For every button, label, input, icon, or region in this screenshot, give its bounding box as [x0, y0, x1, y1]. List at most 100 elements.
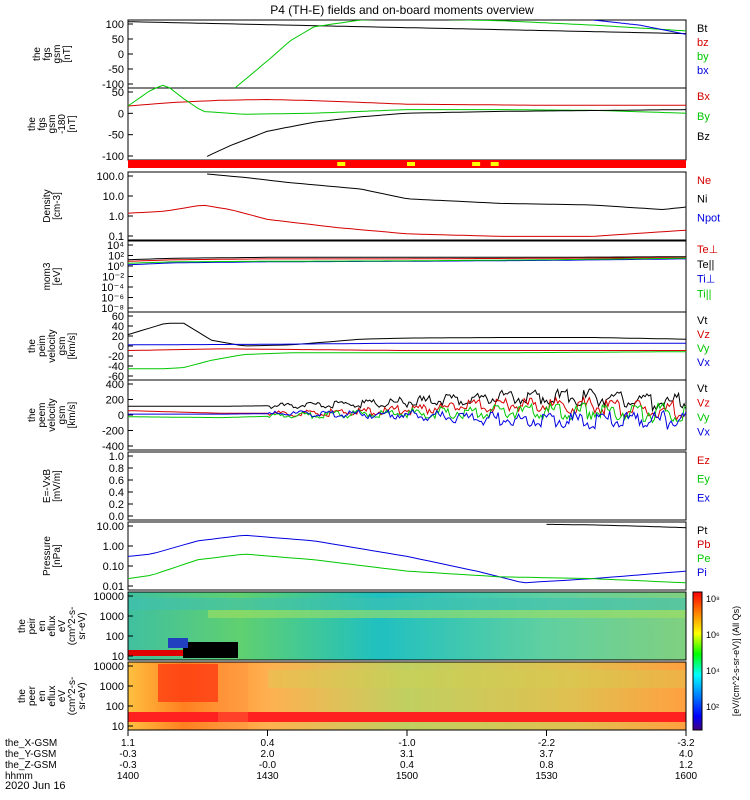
ytick-label: 10²	[108, 251, 124, 263]
fgs-frame	[127, 19, 687, 89]
legend-ne: Ne	[697, 175, 711, 187]
panel-density: 100.0 10.0 1.0 0.1 Density [cm-3] Ne Ni Npot	[42, 171, 720, 243]
legend-bx: Bx	[697, 91, 710, 103]
xaxis-value: 1.2	[679, 760, 693, 771]
series-density-ne	[128, 204, 686, 237]
ylabel: [nPa]	[52, 544, 63, 568]
ylabel: the	[27, 408, 38, 422]
ytick-label: 40	[112, 321, 124, 333]
legend-npot: Npot	[697, 212, 720, 224]
ytick-label: 100	[106, 701, 124, 713]
ylabel: eV	[57, 690, 68, 703]
peer-low-energy-band	[128, 712, 686, 722]
xaxis-value: -0.3	[119, 749, 137, 760]
series-temp-te||	[128, 256, 686, 261]
legend-pi: Pi	[697, 567, 707, 579]
temp-frame	[127, 240, 687, 313]
panel-fgs180: 50 0 -50 -100 the fgs gsm -180 [nT] Bx By Bz	[27, 87, 710, 163]
xaxis-value: 1430	[256, 771, 279, 782]
ylabel: gsm	[57, 337, 68, 356]
peirv-frame	[127, 311, 687, 381]
ylabel: the	[32, 47, 43, 61]
series-fgs-bx	[592, 20, 686, 35]
ytick-label: 100.0	[96, 171, 124, 183]
series-pressure-pi	[128, 534, 686, 584]
colorbar-tick: 10⁸	[706, 594, 720, 604]
ytick-label: -40	[108, 361, 124, 373]
ytick-label: 10⁻⁸	[101, 303, 124, 315]
colorbar-tick: 10²	[706, 702, 719, 712]
ylabel: mom3	[42, 262, 53, 290]
ytick-label: 0	[118, 341, 124, 353]
ylabel: [nT]	[67, 115, 78, 132]
ytick-label: -200	[102, 426, 124, 438]
panel-mode	[128, 160, 686, 168]
series-density-ni	[207, 173, 686, 211]
ytick-label: 50	[112, 87, 124, 99]
series-peerv-vt	[128, 388, 686, 413]
series-peirv-vz	[128, 348, 686, 351]
ylabel: Density	[42, 189, 53, 222]
ytick-label: 0	[118, 49, 124, 61]
ylabel: (cm^2-s-	[67, 677, 78, 716]
ylabel: gsm	[52, 45, 63, 64]
ylabel: [nT]	[62, 45, 73, 62]
xaxis-value: -1.0	[398, 738, 416, 749]
legend-vx: Vx	[697, 357, 710, 369]
series-peirv-vx	[128, 342, 686, 346]
ytick-label: -100	[102, 79, 124, 91]
ylabel: [km/s]	[67, 401, 78, 428]
series-peirv-vt	[128, 322, 686, 347]
ytick-label: 100	[106, 19, 124, 31]
ylabel: the	[27, 117, 38, 131]
xaxis-value: 0.8	[540, 760, 554, 771]
series-fgs-bt	[128, 21, 686, 35]
ylabel: peim	[37, 335, 48, 357]
legend-ti: Ti⊥	[697, 274, 715, 286]
series-pressure-pt	[546, 523, 686, 529]
ytick-label: 10⁴	[107, 240, 124, 252]
series-peerv-vx	[128, 409, 686, 430]
xaxis-value: 2.0	[261, 749, 275, 760]
ylabel: en	[37, 620, 48, 631]
legend-ex: Ex	[697, 492, 710, 504]
legend-vt: Vt	[697, 383, 707, 395]
xaxis-row-label: the_X-GSM	[5, 738, 57, 749]
ytick-label: -50	[108, 64, 124, 76]
ytick-label: 60	[112, 311, 124, 323]
colorbar-gradient	[692, 591, 703, 731]
ytick-label: 0	[118, 108, 124, 120]
legend-te: Te⊥	[697, 244, 718, 256]
xaxis-row-label: the_Y-GSM	[5, 749, 56, 760]
series-fgs180-bz	[206, 109, 686, 157]
ytick-label: -100	[102, 151, 124, 163]
legend-pe: Pe	[697, 553, 710, 565]
panel-peer: 10000 1000 100 10 the peer en eflux eV (cm^2-s-sr…	[17, 661, 687, 733]
legend-ni: Ni	[697, 194, 707, 206]
xaxis-value: 1530	[535, 771, 558, 782]
ylabel: [mV/m]	[52, 470, 63, 502]
legend-vy: Vy	[697, 412, 710, 424]
panel-pressure: 10.00 1.00 0.10 0.01 Pressure [nPa] Pt Pb Pe Pi	[42, 521, 710, 593]
ytick-label: 20	[112, 331, 124, 343]
panel-peerv: 400 200 0 -200 -400 the peem velocity gsm [km/s] V…	[27, 379, 710, 453]
xaxis-value: 0.4	[400, 760, 414, 771]
mode-mark	[337, 162, 346, 166]
ylabel: [km/s]	[67, 332, 78, 359]
mode-mark	[407, 162, 415, 166]
xaxis-value: 3.1	[400, 749, 414, 760]
ytick-label: 10⁻⁶	[101, 293, 124, 305]
ylabel: gsm	[47, 115, 58, 134]
ytick-label: 0.2	[109, 499, 124, 511]
ylabel: the	[17, 619, 28, 633]
ytick-label: 1.0	[109, 211, 124, 223]
ytick-label: 1000	[100, 681, 124, 693]
ytick-label: -60	[108, 371, 124, 383]
legend-te||: Te||	[697, 259, 714, 271]
ytick-label: 1.0	[109, 451, 124, 463]
ylabel: peer	[27, 685, 38, 706]
ytick-label: -50	[108, 130, 124, 142]
ylabel: (cm^2-s-	[67, 607, 78, 646]
